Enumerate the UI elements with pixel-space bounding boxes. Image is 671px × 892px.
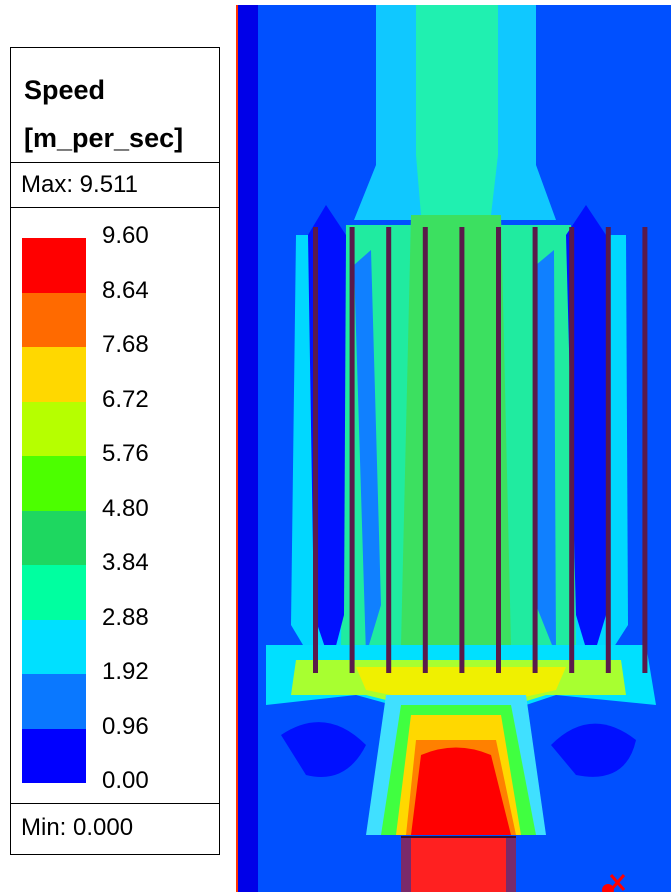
legend-tick-label: 0.00 [102, 767, 149, 794]
legend-tick-label: 7.68 [102, 331, 149, 358]
legend-swatch [22, 456, 86, 511]
field-border [236, 5, 238, 892]
legend-swatch [22, 728, 86, 783]
jet-core [411, 747, 511, 835]
legend-tick-label: 0.96 [102, 712, 149, 740]
legend-tick-label: 4.80 [102, 494, 149, 522]
legend-color-scale: 9.60 8.64 7.68 6.72 5.76 4.80 3.84 2.88 1.92 0.96… [11, 208, 219, 804]
pocket-left-2 [354, 250, 381, 655]
legend-max-value: Max: 9.511 [11, 163, 219, 208]
vane [386, 227, 392, 673]
corner-marker-icon [602, 874, 626, 892]
vane [605, 227, 611, 673]
legend-swatch [22, 292, 86, 347]
legend-min-value: Min: 0.000 [21, 814, 134, 841]
legend-title-unit: [m_per_sec] [24, 123, 184, 153]
legend-swatch [22, 238, 86, 293]
legend-swatch [22, 510, 86, 565]
vane [532, 227, 538, 673]
legend-title-quantity: Speed [24, 75, 106, 105]
legend-swatch [22, 565, 86, 620]
legend-tick-label: 9.60 [102, 222, 149, 249]
vane [422, 227, 428, 673]
pocket-right-1 [566, 205, 606, 665]
legend-tick-label: 8.64 [102, 276, 149, 304]
legend-tick-label: 3.84 [102, 549, 149, 576]
vane [569, 227, 575, 673]
vane [496, 227, 501, 673]
legend-swatch [22, 401, 86, 456]
inlet-pipe [401, 837, 516, 892]
vane-region-core [401, 215, 511, 645]
inlet-pipe-left-wall [401, 837, 411, 892]
legend-tick-label: 1.92 [102, 658, 149, 685]
left-wall-region [236, 5, 258, 892]
upper-plume-inner [416, 5, 498, 215]
lower-pocket-right [551, 723, 636, 777]
pocket-right-2 [536, 250, 556, 655]
speed-contour-plot [236, 5, 671, 892]
vane [459, 227, 465, 673]
legend-title: Speed [m_per_sec] [11, 48, 219, 163]
vane [349, 227, 355, 673]
vane [313, 227, 318, 673]
legend-tick-label: 2.88 [102, 603, 149, 631]
legend-tick-label: 6.72 [102, 385, 149, 413]
vane [642, 227, 648, 673]
color-legend: Speed [m_per_sec] Max: 9.511 9.60 8.64 7.6… [10, 47, 220, 855]
legend-tick-label: 5.76 [102, 440, 149, 467]
legend-swatch [22, 619, 86, 674]
legend-swatch [22, 674, 86, 729]
lower-pocket-left [281, 722, 366, 777]
legend-swatch [22, 347, 86, 402]
vane-group [313, 227, 648, 673]
inlet-pipe-right-wall [506, 837, 516, 892]
